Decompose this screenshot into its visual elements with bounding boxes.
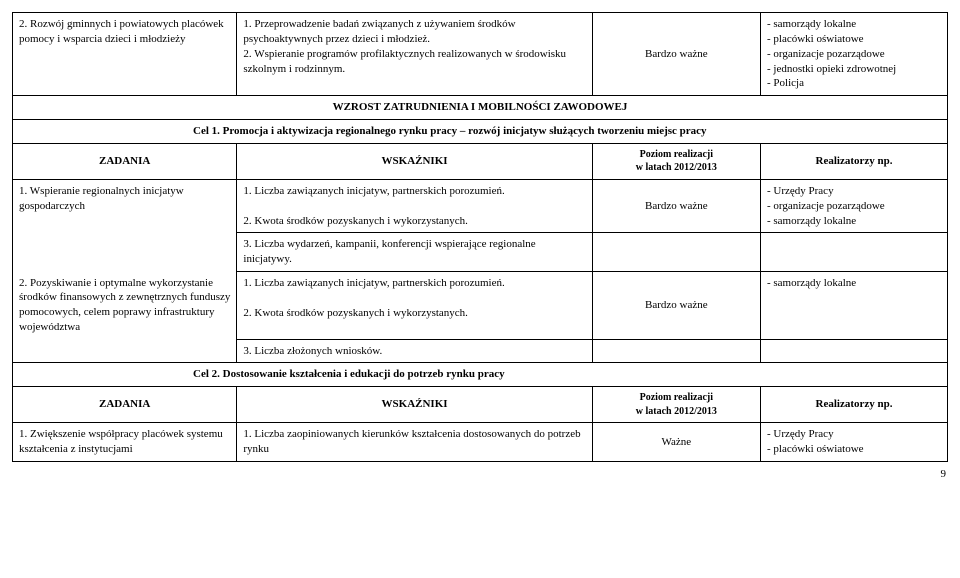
header-indicators: WSKAŹNIKI bbox=[237, 143, 592, 179]
section-title: WZROST ZATRUDNIENIA I MOBILNOŚCI ZAWODOW… bbox=[13, 96, 948, 120]
header-realizers: Realizatorzy np. bbox=[760, 387, 947, 423]
header-tasks: ZADANIA bbox=[13, 143, 237, 179]
cel-row: Cel 2. Dostosowanie kształcenia i edukac… bbox=[13, 363, 948, 387]
table-row: 2. Pozyskiwanie i optymalne wykorzystani… bbox=[13, 272, 948, 339]
cell-realizers: - Urzędy Pracy - organizacje pozarządowe… bbox=[760, 179, 947, 233]
page-number: 9 bbox=[12, 462, 948, 480]
header-level-line2: w latach 2012/2013 bbox=[636, 406, 717, 417]
cell-level: Bardzo ważne bbox=[592, 179, 760, 233]
cell-realizers: - samorządy lokalne - placówki oświatowe… bbox=[760, 13, 947, 96]
cell-realizers: - Urzędy Pracy - placówki oświatowe bbox=[760, 423, 947, 462]
cell-realizers-empty bbox=[760, 339, 947, 363]
cell-task-empty bbox=[13, 339, 237, 363]
section-title-row: WZROST ZATRUDNIENIA I MOBILNOŚCI ZAWODOW… bbox=[13, 96, 948, 120]
cell-level-empty bbox=[592, 233, 760, 272]
table-row: 3. Liczba wydarzeń, kampanii, konferencj… bbox=[13, 233, 948, 272]
cell-level: Bardzo ważne bbox=[592, 13, 760, 96]
header-level-line1: Poziom realizacji bbox=[640, 149, 713, 160]
header-realizers: Realizatorzy np. bbox=[760, 143, 947, 179]
cell-level-empty bbox=[592, 339, 760, 363]
cel-title: Cel 2. Dostosowanie kształcenia i edukac… bbox=[13, 363, 948, 387]
header-level: Poziom realizacji w latach 2012/2013 bbox=[592, 143, 760, 179]
cell-task-empty bbox=[13, 233, 237, 272]
cel-title: Cel 1. Promocja i aktywizacja regionalne… bbox=[13, 120, 948, 144]
cell-realizers-empty bbox=[760, 233, 947, 272]
header-level-line1: Poziom realizacji bbox=[640, 392, 713, 403]
cell-indicator: 1. Przeprowadzenie badań związanych z uż… bbox=[237, 13, 592, 96]
cell-indicator: 1. Liczba zawiązanych inicjatyw, partner… bbox=[237, 272, 592, 339]
cell-indicator: 1. Liczba zaopiniowanych kierunków kszta… bbox=[237, 423, 592, 462]
cell-task: 2. Rozwój gminnych i powiatowych placówe… bbox=[13, 13, 237, 96]
cell-indicator: 3. Liczba wydarzeń, kampanii, konferencj… bbox=[237, 233, 592, 272]
cell-task: 1. Zwiększenie współpracy placówek syste… bbox=[13, 423, 237, 462]
header-row: ZADANIA WSKAŹNIKI Poziom realizacji w la… bbox=[13, 387, 948, 423]
header-indicators: WSKAŹNIKI bbox=[237, 387, 592, 423]
cell-task: 2. Pozyskiwanie i optymalne wykorzystani… bbox=[13, 272, 237, 339]
cel-row: Cel 1. Promocja i aktywizacja regionalne… bbox=[13, 120, 948, 144]
cell-indicator: 1. Liczba zawiązanych inicjatyw, partner… bbox=[237, 179, 592, 233]
cell-task: 1. Wspieranie regionalnych inicjatyw gos… bbox=[13, 179, 237, 233]
header-level: Poziom realizacji w latach 2012/2013 bbox=[592, 387, 760, 423]
header-level-line2: w latach 2012/2013 bbox=[636, 162, 717, 173]
table-row: 2. Rozwój gminnych i powiatowych placówe… bbox=[13, 13, 948, 96]
cell-realizers: - samorządy lokalne bbox=[760, 272, 947, 339]
table-row: 3. Liczba złożonych wniosków. bbox=[13, 339, 948, 363]
doc-table: 2. Rozwój gminnych i powiatowych placówe… bbox=[12, 12, 948, 462]
table-row: 1. Zwiększenie współpracy placówek syste… bbox=[13, 423, 948, 462]
cell-level: Bardzo ważne bbox=[592, 272, 760, 339]
cell-indicator: 3. Liczba złożonych wniosków. bbox=[237, 339, 592, 363]
header-row: ZADANIA WSKAŹNIKI Poziom realizacji w la… bbox=[13, 143, 948, 179]
cell-level: Ważne bbox=[592, 423, 760, 462]
header-tasks: ZADANIA bbox=[13, 387, 237, 423]
table-row: 1. Wspieranie regionalnych inicjatyw gos… bbox=[13, 179, 948, 233]
